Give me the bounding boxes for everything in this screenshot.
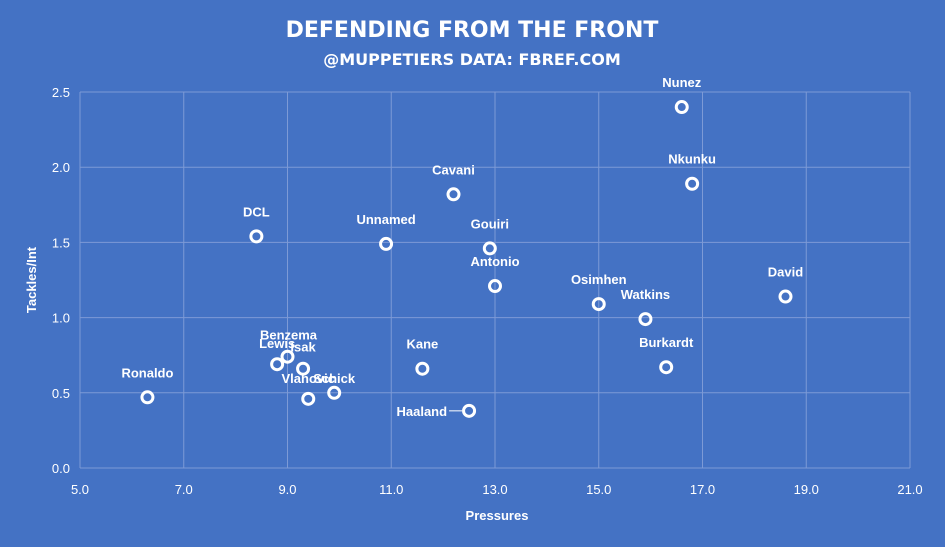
- data-point: [674, 100, 689, 115]
- chart-subtitle: @MUPPETIERS DATA: FBREF.COM: [323, 50, 621, 69]
- point-label: Gouiri: [471, 216, 509, 231]
- point-label: Kane: [406, 337, 438, 352]
- x-tick-label: 7.0: [175, 482, 193, 497]
- data-point: [446, 187, 461, 202]
- data-point: [415, 361, 430, 376]
- x-tick-label: 19.0: [794, 482, 819, 497]
- point-label: Watkins: [621, 287, 670, 302]
- y-tick-label: 2.0: [52, 160, 70, 175]
- data-point: [638, 312, 653, 327]
- data-point: [482, 241, 497, 256]
- y-tick-label: 0.5: [52, 386, 70, 401]
- point-label: Antonio: [470, 254, 519, 269]
- point-label: Vlahovic: [282, 371, 335, 386]
- data-point: [140, 390, 155, 405]
- data-point: [270, 357, 285, 372]
- point-label: Cavani: [432, 162, 475, 177]
- data-point: [379, 236, 394, 251]
- point-label: Burkardt: [639, 335, 694, 350]
- point-label: Ronaldo: [121, 365, 173, 380]
- data-point: [462, 403, 477, 418]
- y-tick-label: 0.0: [52, 461, 70, 476]
- data-point: [685, 176, 700, 191]
- data-points: Nunez Nkunku Cavani DCL Unnamed Gouiri Antonio…: [121, 75, 803, 419]
- x-tick-label: 5.0: [71, 482, 89, 497]
- tick-labels: 5.0 7.0 9.0 11.0 13.0 15.0 17.0 19.0 21.0 0.0 0.5 1…: [52, 85, 923, 497]
- grid: [79, 91, 911, 469]
- point-label: Osimhen: [571, 272, 627, 287]
- x-tick-label: 17.0: [690, 482, 715, 497]
- data-point: [778, 289, 793, 304]
- x-tick-label: 9.0: [278, 482, 296, 497]
- x-axis-label: Pressures: [466, 508, 529, 523]
- y-tick-label: 2.5: [52, 85, 70, 100]
- point-label: Isak: [290, 340, 316, 355]
- data-point: [327, 385, 342, 400]
- data-point: [301, 391, 316, 406]
- point-label: Schick: [313, 371, 356, 386]
- point-label: Haaland: [396, 404, 447, 419]
- point-label: David: [768, 265, 803, 280]
- data-point: [488, 279, 502, 294]
- point-label: Nkunku: [668, 152, 716, 167]
- x-tick-label: 13.0: [482, 482, 507, 497]
- x-tick-label: 21.0: [897, 482, 922, 497]
- point-label: Nunez: [662, 75, 702, 90]
- data-point: [591, 297, 606, 312]
- data-point: [249, 229, 264, 244]
- y-tick-label: 1.5: [52, 235, 70, 250]
- x-tick-label: 15.0: [586, 482, 611, 497]
- point-label: Benzema: [260, 328, 318, 343]
- y-tick-label: 1.0: [52, 311, 70, 326]
- point-label: Unnamed: [356, 212, 415, 227]
- point-label: Lewis: [259, 336, 295, 351]
- data-point: [280, 349, 295, 364]
- chart-title: DEFENDING FROM THE FRONT: [286, 18, 659, 43]
- data-point: [659, 360, 674, 375]
- x-tick-label: 11.0: [379, 482, 403, 497]
- y-axis-label: Tackles/Int: [24, 246, 39, 313]
- data-point: [296, 361, 311, 376]
- point-label: DCL: [243, 204, 270, 219]
